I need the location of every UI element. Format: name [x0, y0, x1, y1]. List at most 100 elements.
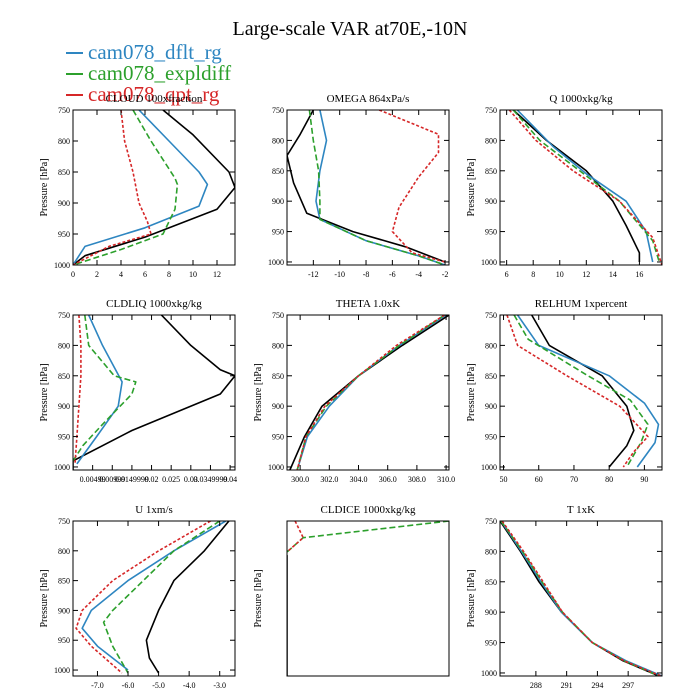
x-tick-label: 50: [500, 475, 508, 484]
y-tick-label: 950: [485, 228, 497, 237]
x-tick-label: 308.0: [408, 475, 426, 484]
x-tick-label: -5.0: [152, 681, 165, 690]
x-tick-label: 291: [561, 681, 573, 690]
x-tick-label: 10: [556, 270, 564, 279]
series-line: [73, 110, 179, 265]
y-tick-label: 900: [58, 199, 70, 208]
x-tick-label: 0.03: [184, 475, 198, 484]
series-line: [378, 110, 446, 263]
y-tick-label: 1000: [481, 258, 497, 267]
x-tick-label: 297: [622, 681, 634, 690]
x-tick-label: -6: [389, 270, 396, 279]
chart-panel: OMEGA 864xPa/s 750 800 850 900 950 1000 -12 -10 -…: [268, 93, 450, 279]
x-tick-label: 16: [635, 270, 643, 279]
y-tick-label: 1000: [481, 463, 497, 472]
x-tick-label: 6: [143, 270, 147, 279]
plot-frame: [72, 109, 236, 266]
y-tick-label: 900: [272, 197, 284, 206]
legend-label: cam078_expldiff: [88, 61, 232, 85]
y-tick-label: 1000: [54, 666, 70, 675]
series-line: [513, 315, 649, 468]
chart-title: CLOUD 100xfraction: [106, 93, 203, 105]
y-axis-label: Pressure [hPa]: [253, 569, 264, 627]
x-tick-label: 12: [213, 270, 221, 279]
series-line: [145, 521, 230, 674]
y-tick-label: 750: [272, 106, 284, 115]
x-tick-label: 302.0: [320, 475, 338, 484]
series-line: [506, 315, 649, 468]
y-tick-label: 1000: [481, 669, 497, 678]
series-line: [508, 110, 662, 265]
y-tick-label: 950: [485, 639, 497, 648]
y-tick-label: 750: [58, 106, 70, 115]
y-tick-label: 1000: [54, 463, 70, 472]
y-tick-label: 850: [485, 167, 497, 176]
y-tick-label: 850: [485, 578, 497, 587]
series-line: [287, 521, 449, 553]
chart-panel: THETA 1.0xK Pressure [hPa] 750 800 850 900 950…: [253, 298, 455, 484]
y-tick-label: 800: [58, 341, 70, 350]
series-line: [500, 521, 660, 676]
x-tick-label: 304.0: [350, 475, 368, 484]
y-tick-label: 750: [272, 311, 284, 320]
plot-frame: [286, 109, 450, 266]
y-tick-label: 900: [485, 197, 497, 206]
chart-title: U 1xm/s: [135, 504, 173, 516]
x-tick-label: 0.0349999: [193, 475, 227, 484]
y-tick-label: 850: [272, 167, 284, 176]
y-tick-label: 950: [58, 433, 70, 442]
plot-frame: [499, 520, 663, 677]
chart-panel: CLOUD 100xfraction Pressure [hPa] 750 800 85…: [39, 93, 236, 279]
x-tick-label: 12: [582, 270, 590, 279]
chart-panel: CLDICE 1000xkg/kg Pressure [hPa]: [253, 504, 450, 677]
x-tick-label: 4: [119, 270, 123, 279]
y-tick-label: 750: [485, 106, 497, 115]
x-tick-label: 60: [535, 475, 543, 484]
y-axis-label: Pressure [hPa]: [466, 569, 477, 627]
y-tick-label: 750: [58, 311, 70, 320]
series-line: [73, 110, 152, 265]
y-tick-label: 900: [272, 402, 284, 411]
series-line: [512, 110, 661, 263]
y-tick-label: 800: [485, 136, 497, 145]
series-line: [296, 315, 447, 470]
legend-swatch: [66, 94, 83, 96]
legend-label: cam078_dflt_rg: [88, 40, 222, 64]
series-line: [500, 521, 662, 676]
chart-title: RELHUM 1xpercent: [535, 298, 628, 310]
series-line: [75, 521, 211, 674]
plot-frame: [499, 314, 663, 471]
y-tick-label: 950: [272, 228, 284, 237]
x-tick-label: 300.0: [291, 475, 309, 484]
x-tick-label: 0: [71, 270, 75, 279]
y-tick-label: 1000: [268, 258, 284, 267]
y-tick-label: 800: [58, 137, 70, 146]
x-tick-label: 310.0: [437, 475, 455, 484]
chart-title: CLDLIQ 1000xkg/kg: [106, 298, 202, 310]
plot-frame: [72, 314, 236, 471]
y-tick-label: 900: [58, 606, 70, 615]
x-tick-label: 0.00499: [80, 475, 106, 484]
x-tick-label: -7.0: [91, 681, 104, 690]
plot-frame: [72, 520, 236, 677]
y-tick-label: 1000: [268, 463, 284, 472]
x-tick-label: -8: [363, 270, 370, 279]
x-tick-label: 6: [505, 270, 509, 279]
series-line: [501, 521, 662, 676]
y-tick-label: 850: [58, 577, 70, 586]
chart-title: OMEGA 864xPa/s: [327, 93, 410, 105]
x-tick-label: 288: [530, 681, 542, 690]
y-tick-label: 750: [485, 311, 497, 320]
series-line: [516, 110, 654, 263]
series-line: [81, 521, 227, 671]
legend-swatch: [66, 52, 83, 54]
x-tick-label: -2: [442, 270, 449, 279]
chart-panel: CLDLIQ 1000xkg/kg Pressure [hPa] 750 800 850…: [39, 298, 237, 484]
x-tick-label: -12: [308, 270, 319, 279]
plot-frame: [286, 520, 450, 677]
page-title: Large-scale VAR at70E,-10N: [232, 18, 468, 40]
series-line: [73, 110, 209, 265]
x-tick-label: 10: [189, 270, 197, 279]
series-line: [296, 315, 446, 470]
